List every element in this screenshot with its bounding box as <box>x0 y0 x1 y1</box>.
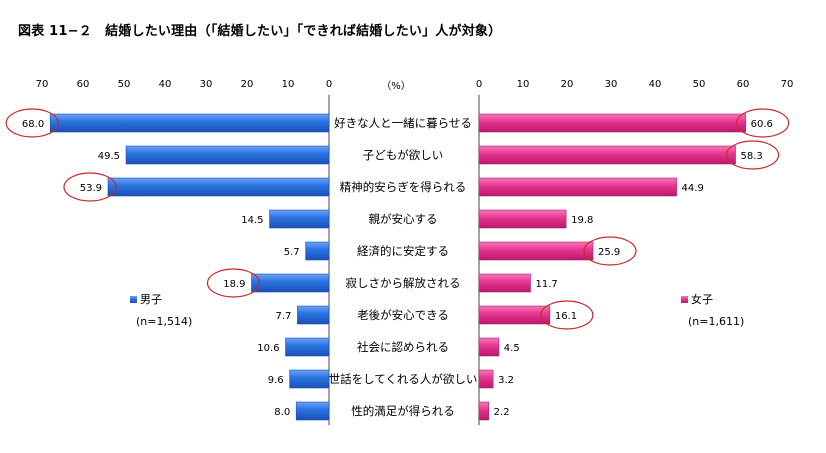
male-tick-label: 20 <box>241 79 254 90</box>
chart-title: 図表 11−２ 結婚したい理由（「結婚したい」「できれば結婚したい」人が対象） <box>18 24 502 39</box>
male-tick-label: 40 <box>159 79 172 90</box>
category-label: 老後が安心できる <box>357 308 449 322</box>
male-value-label: 9.6 <box>268 375 284 386</box>
male-bar <box>125 145 330 165</box>
category-label: 精神的安らぎを得られる <box>340 180 467 194</box>
highlight-circle <box>540 300 594 330</box>
female-tick-label: 60 <box>737 79 750 90</box>
female-value-label: 44.9 <box>682 183 704 194</box>
female-legend-label: 女子 <box>691 292 713 306</box>
female-value-label: 60.6 <box>751 119 773 130</box>
female-bar <box>478 177 677 197</box>
male-value-label: 8.0 <box>274 407 290 418</box>
female-bar <box>478 209 567 229</box>
male-bars: 68.0 49.5 53.9 14.5 5.7 18.9 7.7 10.6 9.6 8.0 <box>5 108 330 421</box>
male-tick-label: 0 <box>326 79 332 90</box>
category-label: 親が安心する <box>369 212 438 226</box>
male-value-label: 53.9 <box>80 183 102 194</box>
male-value-label: 68.0 <box>22 119 44 130</box>
category-label: 好きな人と一緒に暮らせる <box>334 116 472 130</box>
female-bar <box>478 401 489 421</box>
female-tick-label: 0 <box>476 79 482 90</box>
male-tick-label: 50 <box>118 79 131 90</box>
male-tick-label: 10 <box>282 79 295 90</box>
female-value-label: 11.7 <box>535 279 557 290</box>
female-value-label: 2.2 <box>494 407 510 418</box>
female-legend-note: (n=1,611) <box>688 315 744 328</box>
category-labels: 好きな人と一緒に暮らせる子どもが欲しい精神的安らぎを得られる親が安心する経済的に… <box>329 116 478 418</box>
male-value-label: 5.7 <box>284 247 300 258</box>
highlight-circle <box>5 108 59 138</box>
female-tick-label: 30 <box>605 79 618 90</box>
category-label: 寂しさから解放される <box>346 276 461 290</box>
female-tick-label: 70 <box>781 79 794 90</box>
female-value-label: 3.2 <box>498 375 514 386</box>
category-label: 世話をしてくれる人が欲しい <box>329 372 478 386</box>
highlight-circle <box>206 268 261 298</box>
male-value-label: 18.9 <box>223 279 245 290</box>
female-value-label: 25.9 <box>598 247 620 258</box>
category-label: 性的満足が得られる <box>351 404 455 418</box>
female-value-label: 19.8 <box>571 215 593 226</box>
female-value-label: 16.1 <box>555 311 577 322</box>
male-legend-note: (n=1,514) <box>136 315 192 328</box>
female-bar <box>478 113 746 133</box>
highlight-circle <box>583 236 637 266</box>
category-label: 社会に認められる <box>357 340 449 354</box>
highlight-circle <box>725 140 780 170</box>
female-tick-label: 10 <box>517 79 530 90</box>
male-legend-swatch <box>130 296 137 303</box>
male-value-label: 7.7 <box>276 311 292 322</box>
category-label: 経済的に安定する <box>357 244 449 258</box>
male-legend-label: 男子 <box>140 293 162 306</box>
unit-label: （%） <box>381 80 411 92</box>
female-bar <box>478 273 531 293</box>
female-bar <box>478 369 494 389</box>
male-bar <box>107 177 330 197</box>
female-bar <box>478 337 500 357</box>
legends: 男子 (n=1,514) 女子 (n=1,611) <box>130 292 744 328</box>
male-bar <box>297 305 330 325</box>
male-bar <box>49 113 330 133</box>
female-tick-label: 20 <box>561 79 574 90</box>
category-label: 子どもが欲しい <box>363 148 444 162</box>
male-bar <box>289 369 330 389</box>
male-tick-label: 70 <box>36 79 49 90</box>
male-value-label: 14.5 <box>241 215 263 226</box>
male-bar <box>285 337 330 357</box>
highlight-circle <box>736 108 790 138</box>
female-bar <box>478 145 736 165</box>
male-value-label: 10.6 <box>257 343 279 354</box>
female-value-label: 58.3 <box>741 151 763 162</box>
male-bar <box>269 209 330 229</box>
highlight-circle <box>63 172 117 202</box>
male-tick-label: 30 <box>200 79 213 90</box>
female-bar <box>478 241 594 261</box>
male-bar <box>295 401 330 421</box>
male-value-label: 49.5 <box>98 151 120 162</box>
female-value-label: 4.5 <box>504 343 520 354</box>
male-bar <box>305 241 330 261</box>
female-bars: 60.6 58.3 44.9 19.8 25.9 11.7 16.1 4.5 3.2 2.2 <box>478 108 790 421</box>
female-bar <box>478 305 551 325</box>
male-bar <box>251 273 330 293</box>
female-legend-swatch <box>681 296 688 303</box>
female-tick-label: 40 <box>649 79 662 90</box>
female-tick-label: 50 <box>693 79 706 90</box>
male-tick-label: 60 <box>77 79 90 90</box>
